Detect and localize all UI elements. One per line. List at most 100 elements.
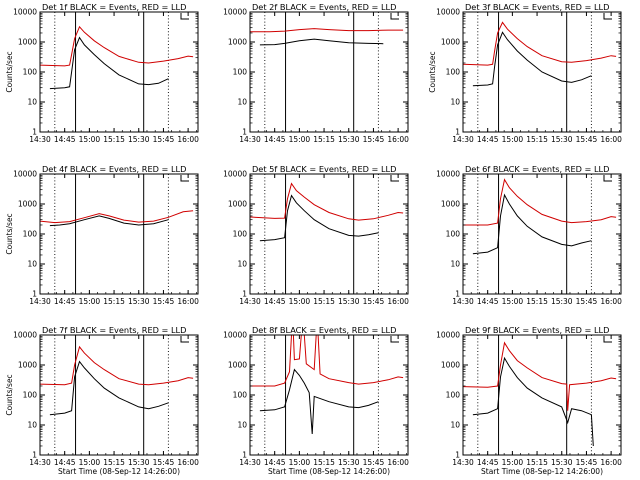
events-series-line (259, 368, 379, 435)
x-tick-label: 16:00 (177, 135, 199, 144)
x-tick-label: 15:15 (526, 297, 548, 306)
x-tick-label: 15:15 (103, 135, 125, 144)
panel-7: 1 10 100 1000 10000 14:30 14:45 15:00 15:15 15:30… (5, 325, 199, 476)
x-tick-label: 14:30 (239, 297, 261, 306)
y-tick-label: 10000 (436, 331, 460, 340)
legend-box-icon (390, 175, 399, 182)
y-tick-label: 100 (446, 68, 461, 77)
x-tick-label: 14:30 (452, 458, 474, 467)
series-group (40, 345, 194, 416)
y-tick-label: 1 (242, 290, 247, 299)
x-tick-label: 15:00 (502, 458, 524, 467)
x-tick-label: 15:30 (338, 297, 360, 306)
x-tick-label: 14:45 (54, 135, 76, 144)
x-tick-label: 15:45 (363, 458, 385, 467)
x-tick-label: 15:15 (526, 458, 548, 467)
plot-frame (39, 11, 199, 133)
x-tick-label: 14:45 (477, 135, 499, 144)
y-axis-label: Counts/sec (5, 213, 14, 254)
y-tick-label: 1000 (18, 38, 37, 47)
x-tick-label: 15:00 (79, 135, 101, 144)
y-tick-label: 1000 (441, 361, 460, 370)
y-tick-label: 1 (32, 451, 37, 460)
y-tick-label: 10000 (223, 170, 247, 179)
events-series-line (49, 360, 169, 416)
x-tick-label: 15:45 (153, 458, 175, 467)
plot-frame (462, 334, 622, 456)
y-axis-label: Counts/sec (428, 51, 437, 92)
x-tick-label: 15:30 (128, 458, 150, 467)
x-tick-label: 15:30 (551, 458, 573, 467)
series-group (463, 178, 617, 255)
legend-box-icon (603, 175, 612, 182)
series-group (250, 335, 404, 435)
x-tick-label: 15:00 (502, 297, 524, 306)
legend-box-icon (603, 13, 612, 20)
x-tick-label: 14:45 (264, 458, 286, 467)
panel-title: Det 1f BLACK = Events, RED = LLD (42, 2, 186, 12)
y-tick-label: 10000 (13, 8, 37, 17)
x-tick-label: 15:00 (502, 135, 524, 144)
events-series-line (472, 193, 592, 255)
x-tick-label: 16:00 (177, 458, 199, 467)
series-group (463, 21, 617, 87)
x-tick-label: 15:00 (79, 458, 101, 467)
x-tick-label: 16:00 (600, 458, 622, 467)
y-tick-label: 10 (450, 260, 460, 269)
x-tick-label: 14:45 (264, 297, 286, 306)
y-tick-label: 1 (455, 128, 460, 137)
y-axis-label: Counts/sec (5, 374, 14, 415)
x-tick-label: 15:30 (128, 135, 150, 144)
y-tick-label: 100 (233, 230, 248, 239)
y-tick-label: 10 (237, 260, 247, 269)
x-tick-label: 16:00 (387, 135, 409, 144)
y-tick-label: 10000 (436, 170, 460, 179)
panel-4: 1 10 100 1000 10000 14:30 14:45 15:00 15:15 15:30… (5, 164, 199, 306)
x-tick-label: 15:45 (153, 297, 175, 306)
events-series-line (472, 31, 592, 87)
series-group (40, 25, 194, 90)
legend-box-icon (180, 13, 189, 20)
lld-series-line (463, 341, 617, 411)
y-tick-label: 10000 (13, 331, 37, 340)
y-tick-label: 10 (27, 98, 37, 107)
events-series-line (259, 194, 379, 242)
legend-box-icon (390, 336, 399, 343)
lld-series-line (40, 25, 194, 67)
lld-series-line (463, 178, 617, 226)
plot-frame (462, 173, 622, 295)
x-tick-label: 15:45 (576, 135, 598, 144)
x-axis-label: Start Time (08-Sep-12 14:26:00) (268, 467, 390, 476)
x-tick-label: 16:00 (387, 297, 409, 306)
x-tick-label: 15:15 (313, 135, 335, 144)
series-group (250, 28, 404, 46)
y-tick-label: 1000 (441, 38, 460, 47)
panel-title: Det 5f BLACK = Events, RED = LLD (252, 164, 396, 174)
x-tick-label: 15:15 (103, 297, 125, 306)
x-tick-label: 14:45 (477, 297, 499, 306)
series-group (250, 182, 404, 242)
x-tick-label: 15:45 (576, 297, 598, 306)
x-tick-label: 15:00 (289, 458, 311, 467)
panel-1: 1 10 100 1000 10000 14:30 14:45 15:00 15:15 15:30… (5, 2, 199, 144)
x-tick-label: 15:00 (289, 297, 311, 306)
panel-9: 1 10 100 1000 10000 14:30 14:45 15:00 15:15 15:30… (436, 325, 622, 476)
plot-frame (39, 173, 199, 295)
y-tick-label: 100 (233, 68, 248, 77)
x-tick-label: 15:30 (338, 135, 360, 144)
y-tick-label: 1 (455, 290, 460, 299)
x-tick-label: 15:45 (153, 135, 175, 144)
series-group (40, 210, 194, 227)
y-tick-label: 10 (237, 98, 247, 107)
panel-title: Det 9f BLACK = Events, RED = LLD (465, 325, 609, 335)
panel-title: Det 4f BLACK = Events, RED = LLD (42, 164, 186, 174)
x-tick-label: 15:15 (526, 135, 548, 144)
y-tick-label: 10 (450, 421, 460, 430)
events-series-line (49, 36, 169, 90)
y-tick-label: 1000 (228, 361, 247, 370)
y-tick-label: 1 (242, 128, 247, 137)
lld-series-line (250, 28, 404, 33)
plot-frame (249, 334, 409, 456)
panel-title: Det 2f BLACK = Events, RED = LLD (252, 2, 396, 12)
x-tick-label: 15:45 (363, 135, 385, 144)
